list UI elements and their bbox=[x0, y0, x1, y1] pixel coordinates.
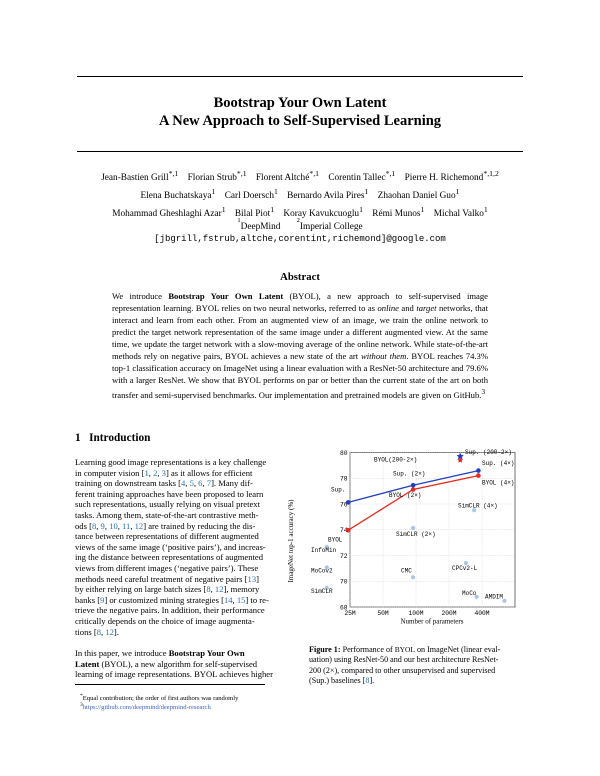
svg-text:Sup.: Sup. bbox=[331, 487, 345, 494]
svg-text:MoCo: MoCo bbox=[462, 590, 477, 597]
svg-text:Number of parameters: Number of parameters bbox=[401, 618, 464, 626]
svg-text:Sup. (4×): Sup. (4×) bbox=[482, 460, 514, 467]
svg-text:BYOL (2×): BYOL (2×) bbox=[389, 492, 421, 499]
svg-text:BYOL: BYOL bbox=[328, 537, 343, 544]
svg-text:100M: 100M bbox=[408, 610, 423, 617]
svg-text:Sup. (200-2×): Sup. (200-2×) bbox=[465, 449, 512, 456]
svg-text:70: 70 bbox=[340, 579, 348, 586]
svg-text:AMDIM: AMDIM bbox=[485, 593, 503, 600]
svg-text:SimCLR (2×): SimCLR (2×) bbox=[396, 531, 436, 538]
svg-text:80: 80 bbox=[340, 450, 348, 457]
svg-text:InfoMin: InfoMin bbox=[311, 547, 337, 554]
svg-text:400M: 400M bbox=[474, 610, 489, 617]
svg-text:CMC: CMC bbox=[401, 568, 412, 575]
svg-text:CPCv2-L: CPCv2-L bbox=[452, 565, 478, 572]
svg-text:78: 78 bbox=[340, 476, 348, 483]
svg-text:BYOL(200-2×): BYOL(200-2×) bbox=[374, 456, 417, 463]
svg-text:SimCLR (4×): SimCLR (4×) bbox=[458, 503, 498, 510]
svg-text:25M: 25M bbox=[344, 610, 356, 617]
svg-text:MoCov2: MoCov2 bbox=[311, 568, 333, 575]
svg-text:SimCLR: SimCLR bbox=[311, 588, 333, 595]
svg-text:50M: 50M bbox=[377, 610, 389, 617]
svg-text:BYOL (4×): BYOL (4×) bbox=[482, 480, 514, 487]
svg-text:Sup. (2×): Sup. (2×) bbox=[393, 471, 425, 478]
svg-text:200M: 200M bbox=[441, 610, 456, 617]
svg-text:72: 72 bbox=[340, 553, 348, 560]
svg-text:ImageNet top-1 accuracy (%): ImageNet top-1 accuracy (%) bbox=[287, 499, 295, 583]
